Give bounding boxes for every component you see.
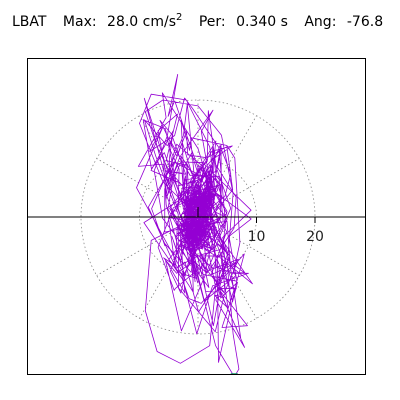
period-label: Per: bbox=[198, 14, 226, 30]
radial-tick-label: 20 bbox=[306, 229, 324, 245]
max-label: Max: bbox=[62, 14, 97, 30]
peak-marker bbox=[230, 373, 238, 374]
grid-spoke bbox=[96, 216, 199, 276]
grid-spoke bbox=[139, 115, 199, 218]
chart-title: LBAT Max: 28.0 cm/s2 Per: 0.340 s Ang: -… bbox=[12, 12, 384, 36]
plot-area: 10 20 bbox=[27, 58, 366, 375]
period-value: 0.340 s bbox=[236, 14, 288, 30]
radial-tick-label: 10 bbox=[248, 229, 266, 245]
max-exponent: 2 bbox=[176, 12, 183, 23]
max-value: 28.0 cm/s bbox=[107, 14, 176, 30]
polar-chart: 10 20 bbox=[28, 74, 365, 374]
angle-value: -76.8 bbox=[346, 14, 384, 30]
grid-spoke bbox=[96, 158, 199, 218]
grid-spoke bbox=[197, 115, 257, 218]
motion-trace bbox=[136, 74, 253, 374]
angle-label: Ang: bbox=[304, 14, 337, 30]
station-code: LBAT bbox=[12, 14, 47, 30]
